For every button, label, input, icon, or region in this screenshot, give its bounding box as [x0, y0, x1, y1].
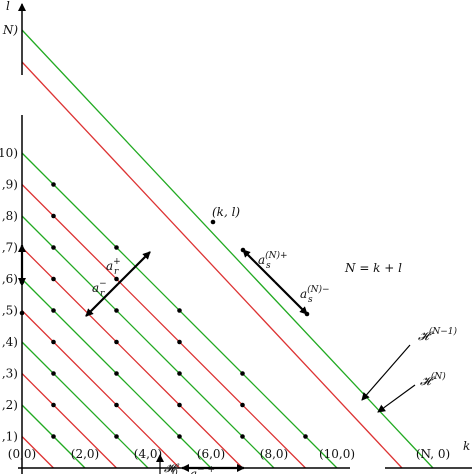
dot [210, 219, 216, 225]
op-a-s-minus: a(N)− s [300, 284, 330, 305]
op-a-s-minus-base: a [300, 287, 307, 301]
x-label: (4,0) [134, 447, 162, 461]
dot [177, 308, 182, 313]
x-label: (8,0) [260, 447, 288, 461]
y-label: ,2) [2, 398, 18, 412]
op-a-s-minus-sup: (N)− [307, 284, 329, 295]
dot [114, 434, 119, 439]
dot [51, 371, 56, 376]
op-a-r-plus-base: a [106, 259, 113, 273]
dot [303, 434, 308, 439]
hyperplane-pointers [156, 344, 416, 474]
y-label: ,6) [2, 272, 18, 286]
point-label: (k, l) [212, 205, 240, 219]
dot [240, 434, 245, 439]
x-label: (6,0) [197, 447, 225, 461]
op-a-s-plus: a(N)+ s [258, 250, 288, 271]
op-a-s-plus-sub: s [266, 261, 271, 271]
dot [51, 434, 56, 439]
k-axis-label: k [463, 439, 470, 453]
op-a-r-minus-sub: r [100, 289, 105, 299]
dot [51, 308, 56, 313]
op-a-r-minus: a− r [92, 279, 107, 299]
h-n: 𝓗(N) [420, 371, 446, 388]
op-a-r-plus: a+ r [106, 257, 121, 277]
dot [51, 339, 56, 345]
dot [114, 276, 119, 282]
dot [51, 245, 56, 250]
h-n-minus-1-sup: (N−1) [429, 326, 458, 337]
op-a-r-minus-base: a [92, 281, 99, 295]
dot [240, 371, 245, 376]
op-a-s-plus-base: a [258, 253, 265, 267]
dot [177, 402, 182, 408]
dot [177, 339, 182, 345]
dot [114, 371, 119, 376]
dot [177, 371, 182, 376]
diagonal [21, 29, 434, 469]
dot [114, 339, 119, 345]
y-label: ,8) [2, 209, 18, 223]
op-a-r-plus-sub: r [114, 267, 119, 277]
diagonals [21, 29, 434, 469]
op-a-q: a− +q [190, 465, 215, 474]
op-a-q-base: a [190, 467, 197, 474]
h-n-sup: (N) [431, 371, 446, 382]
h-0-sub: 0 [172, 469, 178, 474]
diagonal [21, 373, 117, 469]
op-a-s-plus-sup: (N)+ [265, 250, 287, 261]
y-label: ,9) [2, 178, 18, 192]
y-label: ,4) [2, 335, 18, 349]
x-label: (0,0) [8, 447, 36, 461]
op-a-r-plus-sup: + [113, 257, 121, 267]
l-axis-label: l [6, 0, 10, 13]
x-label: (2,0) [71, 447, 99, 461]
y-label: ,7) [2, 241, 18, 255]
h-n-minus-1: 𝓗(N−1) [418, 326, 457, 343]
y-label: ,3) [2, 367, 18, 381]
lattice-points [19, 182, 310, 439]
dot [51, 402, 56, 408]
dot [51, 276, 56, 282]
diagonal [21, 215, 275, 469]
diagonal [21, 436, 54, 469]
dot [240, 402, 245, 408]
dot [51, 182, 56, 187]
y-label: ,5) [2, 304, 18, 318]
dot [51, 213, 56, 219]
x-label: (N, 0) [416, 447, 450, 461]
diagonal [21, 184, 306, 469]
top-label: N) [2, 23, 19, 37]
dot [114, 308, 119, 313]
op-a-r-minus-sup: − [99, 279, 107, 289]
op-a-s-minus-sub: s [308, 295, 313, 305]
dot [114, 402, 119, 408]
dot [114, 245, 119, 250]
op-a-q-sup: − + [197, 465, 215, 474]
x-label: (10,0) [319, 447, 355, 461]
operator-arrows [18, 244, 308, 472]
diagonal [21, 310, 180, 469]
y-label: 10) [0, 146, 18, 160]
equation: N = k + l [344, 261, 402, 275]
diagonal [21, 61, 403, 469]
diagonal [21, 247, 243, 469]
diagonal [21, 341, 149, 469]
y-label: ,1) [2, 430, 18, 444]
dot [177, 434, 182, 439]
